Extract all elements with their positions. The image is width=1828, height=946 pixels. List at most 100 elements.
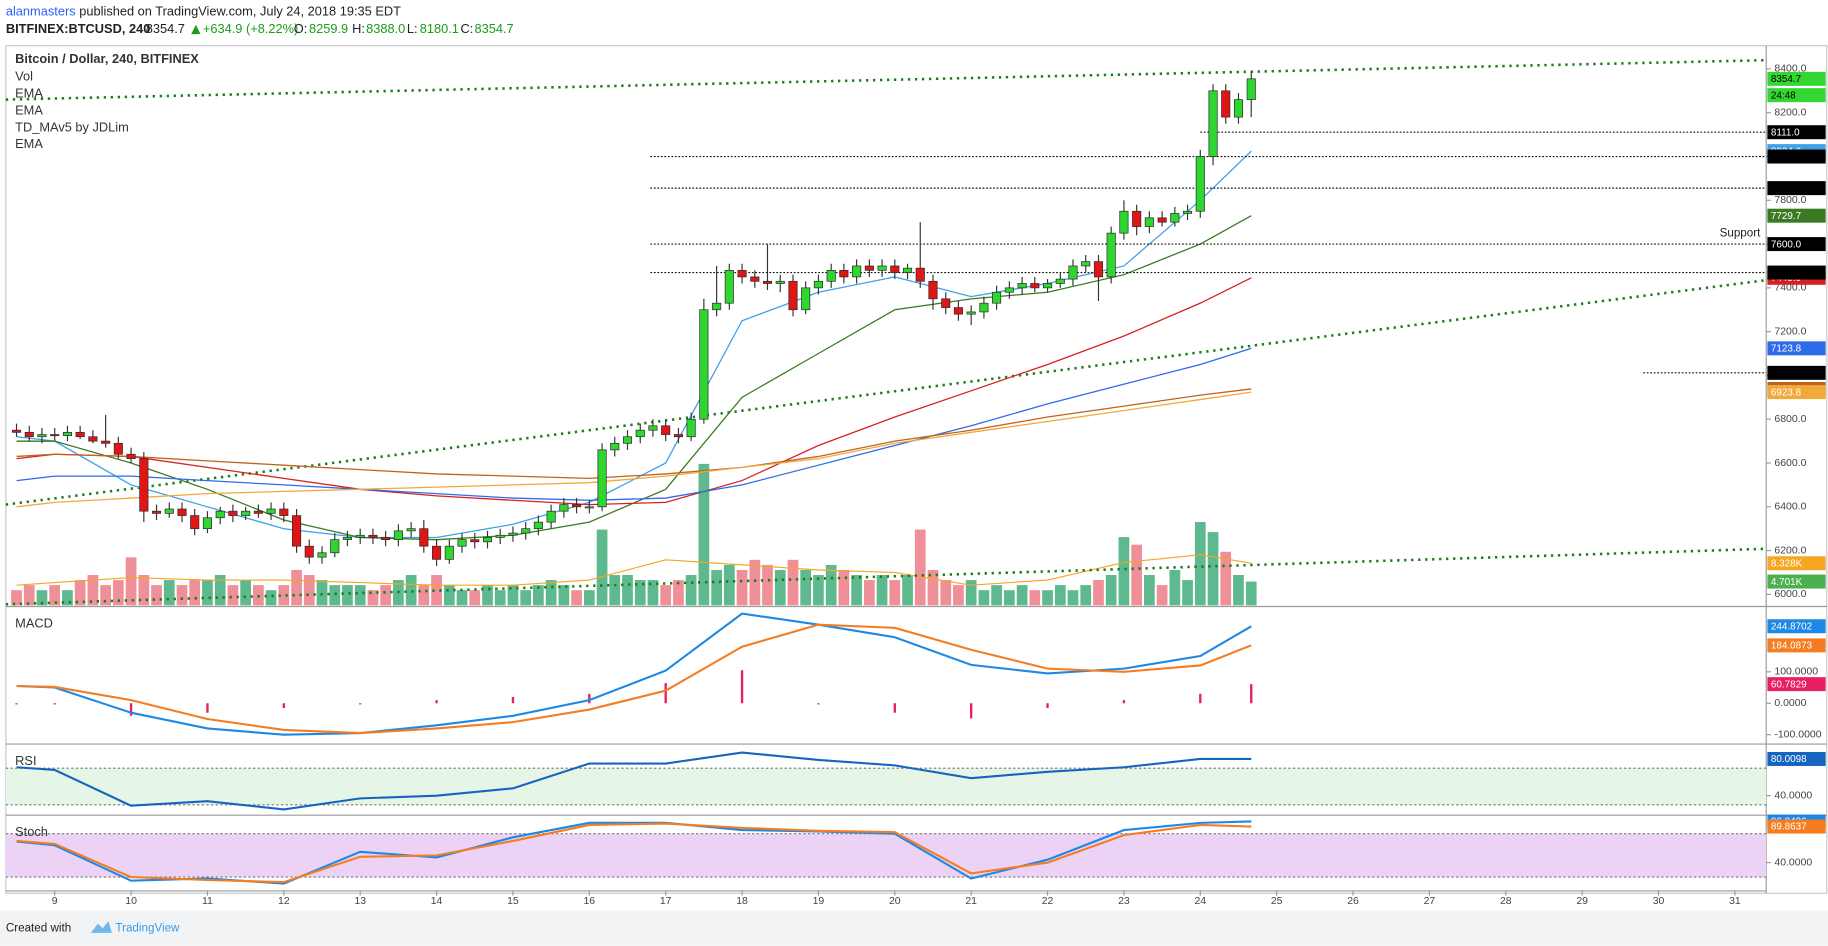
- value-tag-text: 7600.0: [1771, 239, 1802, 250]
- candle-body: [24, 432, 34, 438]
- volume-bar: [291, 569, 302, 606]
- candle-body: [406, 528, 416, 532]
- ohlc-key: L:: [407, 21, 418, 36]
- y-tick-label: 40.0000: [1774, 790, 1812, 801]
- volume-bar: [202, 580, 213, 606]
- candle-body: [635, 429, 645, 438]
- y-tick-label: 7800.0: [1774, 195, 1806, 206]
- histogram-bar: [206, 703, 209, 713]
- candle-body: [368, 534, 378, 538]
- pane-title: RSI: [15, 753, 36, 768]
- histogram-bar: [740, 670, 744, 704]
- y-tick-label: 8400.0: [1774, 64, 1806, 75]
- volume-bar: [1182, 580, 1193, 606]
- x-tick-label: 12: [278, 896, 290, 907]
- value-tag-text: 8354.7: [1771, 74, 1801, 85]
- brand-name[interactable]: TradingView: [115, 921, 180, 934]
- candle-body: [1170, 213, 1180, 223]
- x-tick-label: 26: [1347, 896, 1359, 907]
- volume-bar: [774, 569, 786, 606]
- histogram-bar: [359, 703, 362, 705]
- candle-body: [1144, 217, 1154, 227]
- candle-body: [279, 508, 289, 516]
- ema-line: [16, 215, 1252, 541]
- candle-body: [266, 508, 276, 514]
- legend-entry: EMA: [15, 102, 43, 117]
- volume-bar: [431, 575, 442, 606]
- y-tick-label: 0.0000: [1774, 698, 1806, 709]
- value-tag-text: 8111.0: [1771, 127, 1800, 138]
- candle-body: [75, 432, 85, 438]
- volume-bar: [1029, 590, 1041, 606]
- volume-bar: [125, 557, 137, 606]
- volume-bar: [533, 585, 544, 606]
- band: [5, 768, 1767, 805]
- volume-bar: [1245, 581, 1257, 606]
- value-tag-text: 24:48: [1771, 90, 1796, 101]
- x-tick-label: 21: [965, 896, 977, 907]
- candle-body: [839, 270, 849, 278]
- candle-body: [572, 504, 582, 508]
- legend-entry: TD_MAv5 by JDLim: [15, 119, 129, 134]
- candle-body: [470, 539, 480, 543]
- volume-bar: [965, 580, 977, 606]
- volume-bar: [545, 580, 557, 606]
- volume-bar: [622, 575, 633, 606]
- volume-bar: [991, 585, 1002, 606]
- volume-ma-line: [16, 554, 1252, 586]
- histogram-bar: [53, 703, 56, 705]
- level-note: Support: [1720, 227, 1762, 240]
- candle-body: [113, 442, 123, 455]
- candle-body: [559, 504, 569, 512]
- volume-bar: [520, 590, 532, 606]
- candle-body: [584, 506, 594, 509]
- candle-body: [381, 537, 391, 540]
- candle-body: [1182, 210, 1193, 214]
- value-tag: [1767, 237, 1826, 252]
- x-tick-label: 18: [736, 896, 748, 907]
- y-tick-label: 40.0000: [1774, 857, 1812, 868]
- pane-title: Stoch: [15, 824, 48, 839]
- candle-body: [190, 515, 200, 530]
- legend-entry: EMA: [15, 86, 43, 101]
- x-tick-label: 24: [1194, 896, 1206, 907]
- volume-bar: [469, 590, 481, 606]
- ohlc-key: C:: [460, 21, 473, 36]
- candle-body: [750, 276, 760, 282]
- volume-bar: [762, 564, 773, 606]
- candle-body: [1233, 99, 1244, 118]
- histogram-bar: [15, 703, 18, 705]
- candle-body: [992, 291, 1002, 304]
- volume-bar: [227, 585, 239, 606]
- value-tag: [1767, 149, 1826, 164]
- volume-bar: [851, 575, 862, 606]
- volume-bar: [507, 585, 519, 606]
- volume-bar: [953, 585, 964, 606]
- candle-body: [1068, 265, 1078, 280]
- author[interactable]: alanmasters: [6, 3, 76, 18]
- candle-body: [139, 458, 149, 512]
- volume-bar: [609, 575, 621, 606]
- volume-bar: [214, 575, 226, 606]
- volume-bar: [673, 580, 684, 606]
- value-tag-text: 8.328K: [1771, 558, 1803, 569]
- candle-body: [62, 432, 73, 436]
- volume-bar: [647, 580, 659, 606]
- x-tick-label: 17: [660, 896, 672, 907]
- candle-body: [521, 528, 531, 534]
- x-tick-label: 31: [1729, 896, 1741, 907]
- y-tick-label: 6200.0: [1774, 545, 1806, 556]
- histogram-bar: [1199, 693, 1202, 704]
- brand-logo[interactable]: [90, 921, 112, 933]
- candle-body: [1081, 261, 1091, 267]
- volume-bar: [1054, 585, 1066, 606]
- volume-bar: [74, 580, 86, 606]
- volume-bar: [240, 580, 252, 606]
- volume-bar: [1131, 544, 1143, 606]
- value-tag: [1767, 341, 1826, 356]
- volume-bar: [265, 590, 277, 606]
- candle-body: [801, 287, 811, 311]
- value-tag: [1767, 619, 1826, 634]
- volume-bar: [36, 590, 48, 606]
